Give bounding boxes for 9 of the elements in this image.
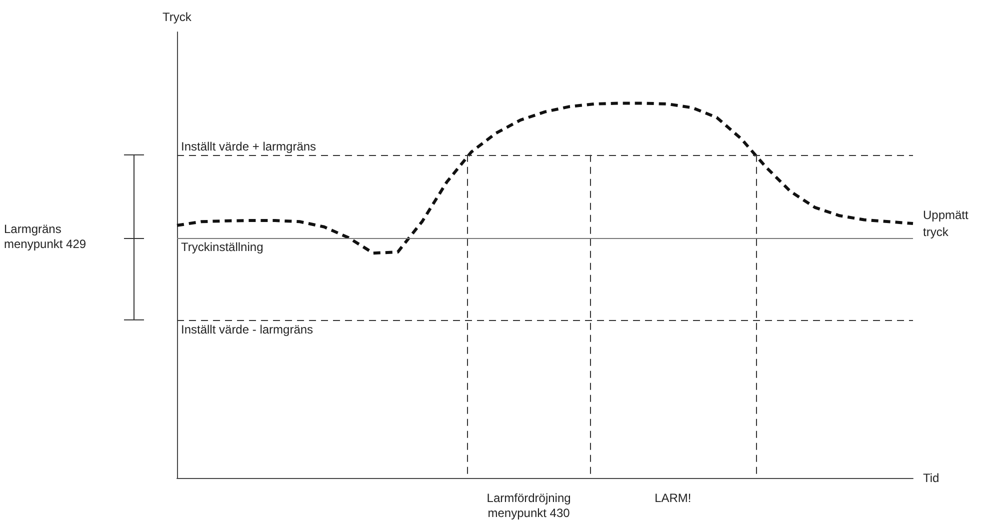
x-axis-title: Tid [923,471,940,485]
text: LARM! [654,491,692,506]
text: Tryck [162,10,192,25]
ref-line-label: Inställt värde - larmgräns [181,322,314,337]
series-label: Uppmätt tryck [923,208,972,240]
text: Larmgräns menypunkt 429 [4,222,88,252]
ref-line-label: Inställt värde + larmgräns [181,140,316,154]
text: Larmfördröjning menypunkt 430 [486,491,572,521]
ref-line-label: Tryckinställning [181,240,264,254]
